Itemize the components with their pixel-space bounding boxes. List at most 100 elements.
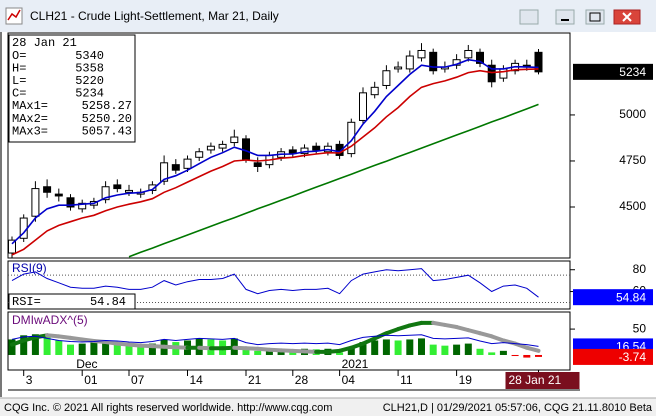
rsi-last-box xyxy=(573,289,653,306)
adx-segment xyxy=(524,345,541,353)
info-box xyxy=(8,34,136,143)
y-tick-label: 80 xyxy=(633,262,647,276)
histogram-bar xyxy=(453,344,461,355)
current-date-box xyxy=(505,372,580,389)
minimize-button[interactable] xyxy=(555,9,575,25)
readout-value: 54.84 xyxy=(90,295,126,309)
candle-body xyxy=(394,66,403,70)
line xyxy=(11,268,539,298)
adx-segment xyxy=(21,335,38,343)
adx-segment xyxy=(478,331,494,339)
maximize-button[interactable] xyxy=(585,9,605,25)
histogram-bar xyxy=(336,352,344,355)
candle-body xyxy=(382,70,391,86)
x-tick-label: 19 xyxy=(459,373,473,387)
histogram-bar xyxy=(265,349,273,355)
info-ma-label: MAx1= xyxy=(12,99,48,113)
x-tick-label: 3 xyxy=(26,373,33,387)
info-date: 28 Jan 21 xyxy=(12,36,77,50)
info-label: L= xyxy=(12,74,26,88)
candle-body xyxy=(429,51,438,72)
last-price-box xyxy=(573,63,653,80)
info-ma-label: MAx3= xyxy=(12,124,48,138)
link-button[interactable] xyxy=(519,9,539,25)
app-icon-graph xyxy=(7,9,21,21)
x-tick-label: 21 xyxy=(248,373,262,387)
candle-body xyxy=(253,162,262,167)
candle-body xyxy=(206,145,215,151)
candle-body xyxy=(405,55,414,70)
panel-title: RSI(9) xyxy=(12,261,47,275)
window-buttons[interactable] xyxy=(519,9,641,25)
histogram-bar xyxy=(67,344,74,355)
histogram-bar xyxy=(511,354,519,357)
histogram-bar xyxy=(535,354,542,357)
info-value: 5340 xyxy=(75,49,104,63)
candle-body xyxy=(54,193,63,197)
x-tick-label: 28 xyxy=(295,373,309,387)
adx-segment xyxy=(349,341,365,350)
histogram-bar xyxy=(43,336,51,355)
histogram-bar xyxy=(359,342,367,355)
histogram-bar xyxy=(78,343,86,355)
histogram-bar xyxy=(441,345,449,355)
candle-body xyxy=(487,64,496,83)
candle-body xyxy=(335,143,344,156)
histogram-bar xyxy=(371,340,379,355)
histogram-bar xyxy=(382,339,390,355)
info-value: 5234 xyxy=(75,87,104,101)
adx-segment xyxy=(396,323,412,332)
candle-body xyxy=(359,92,367,121)
histogram-bar xyxy=(31,334,39,355)
readout-label: RSI= xyxy=(12,295,41,309)
histogram-bar xyxy=(20,335,28,355)
x-tick-label: 01 xyxy=(84,373,98,387)
adx-segment xyxy=(361,336,377,346)
x-tick-label: 04 xyxy=(342,373,356,387)
histogram-bar xyxy=(523,354,531,358)
info-label: O= xyxy=(12,49,26,63)
status-bar xyxy=(0,398,656,416)
info-ma-value: 5057.43 xyxy=(82,124,132,138)
y-tick-label: 5000 xyxy=(619,107,646,121)
adx-segment xyxy=(337,345,354,353)
candle-body xyxy=(417,49,426,59)
candle-body xyxy=(160,162,169,182)
histogram-bar xyxy=(148,343,156,355)
adx-segment xyxy=(489,334,506,343)
candle-body xyxy=(476,51,484,64)
info-label: C= xyxy=(12,87,26,101)
rsi-last: 54.84 xyxy=(616,290,646,304)
histogram-last-box xyxy=(573,348,653,365)
adx-segment xyxy=(384,327,401,336)
month-label: Dec xyxy=(76,357,97,371)
candle-body xyxy=(499,68,508,79)
histogram-bar xyxy=(464,343,472,355)
histogram-last: -3.74 xyxy=(619,350,647,364)
histogram-bar xyxy=(113,342,121,355)
adx-segment xyxy=(513,341,529,350)
histogram-bar xyxy=(90,342,98,355)
panel-plot xyxy=(8,43,543,258)
title-bar xyxy=(0,0,656,32)
candle-body xyxy=(31,188,40,217)
candle-body xyxy=(78,202,87,210)
rsi-panel-frame xyxy=(7,260,571,310)
candle-body xyxy=(218,143,227,149)
last-price: 5234 xyxy=(619,65,646,79)
x-tick-label: 28 Jan 21 xyxy=(509,373,562,387)
info-ma-value: 5258.27 xyxy=(82,99,132,113)
histogram-bar xyxy=(137,345,145,355)
candle-body xyxy=(312,145,321,151)
histogram-bar xyxy=(418,338,425,355)
histogram-bar xyxy=(499,350,507,355)
candle-body xyxy=(347,121,356,155)
candle-body xyxy=(195,151,204,158)
candle-body xyxy=(171,164,180,171)
y-tick-label: 50 xyxy=(633,321,647,335)
readout-box xyxy=(8,293,136,310)
info-ma-label: MAx2= xyxy=(12,112,48,126)
candle-body xyxy=(370,86,379,96)
y-tick-label: 4500 xyxy=(619,199,646,213)
